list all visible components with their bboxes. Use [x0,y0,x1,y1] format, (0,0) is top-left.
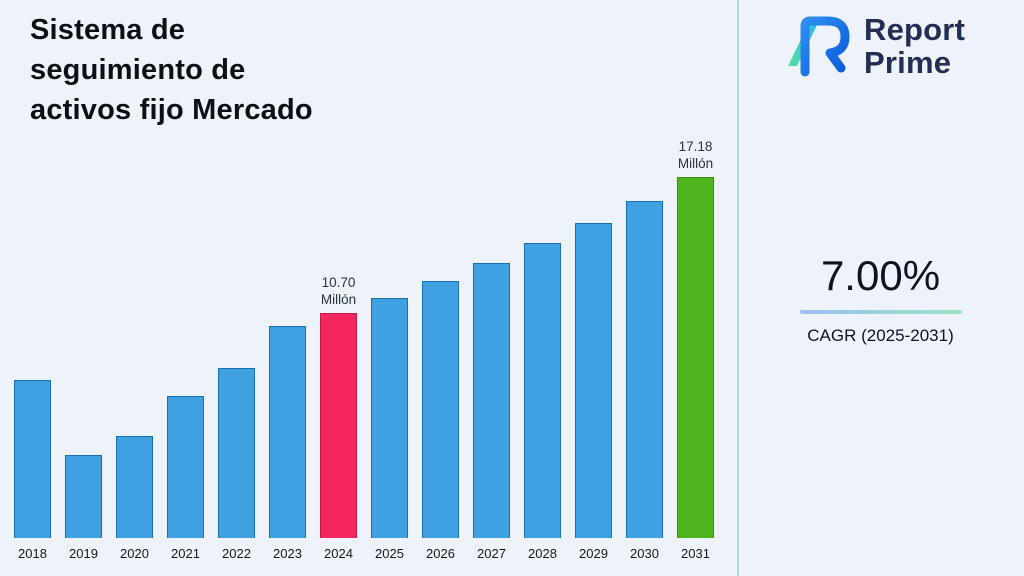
bar-2030 [626,201,663,538]
chart-title: Sistema de seguimiento de activos fijo M… [30,10,313,130]
bar-2024 [320,313,357,538]
cagr-underline [799,310,962,314]
x-axis-label: 2027 [477,546,506,561]
bar-2022 [218,368,255,538]
chart-title-line: Sistema de [30,14,186,46]
x-axis-label: 2023 [273,546,302,561]
bar-column: 2019 [65,455,102,562]
vertical-divider [737,0,739,576]
bar-column: 2023 [269,326,306,562]
bar-column: 2018 [14,380,51,562]
bar-column: 2029 [575,223,612,562]
x-axis-label: 2024 [324,546,353,561]
bar-2027 [473,263,510,538]
x-axis-label: 2020 [120,546,149,561]
x-axis-label: 2029 [579,546,608,561]
x-axis-label: 2028 [528,546,557,561]
brand-name-line: Prime [864,45,952,80]
x-axis-label: 2031 [681,546,710,561]
bar-2020 [116,436,153,538]
brand-name: Report Prime [864,11,966,80]
bar-2019 [65,455,102,538]
bar-column: 2026 [422,281,459,562]
bar-value-annotation: 17.18 Millón [677,138,714,172]
bar-column: 17.18 Millón 2031 [677,139,714,562]
bar-2021 [167,396,204,538]
brand-name-line: Report [864,11,966,47]
bar-column: 2030 [626,201,663,562]
bar-column: 2027 [473,263,510,562]
bar-2031 [677,177,714,538]
bar-2018 [14,380,51,538]
x-axis-label: 2030 [630,546,659,561]
bar-2026 [422,281,459,538]
bar-2029 [575,223,612,538]
x-axis-label: 2022 [222,546,251,561]
brand-logo: Report Prime [778,12,965,80]
bar-column: 10.70 Millón 2024 [320,275,357,562]
bar-column: 2025 [371,298,408,562]
x-axis-label: 2025 [375,546,404,561]
cagr-block: 7.00% CAGR (2025-2031) [737,252,1024,346]
bar-2023 [269,326,306,538]
bar-2028 [524,243,561,538]
bar-2025 [371,298,408,538]
x-axis-label: 2021 [171,546,200,561]
bar-value-annotation: 10.70 Millón [320,274,357,308]
bar-column: 2021 [167,396,204,562]
report-prime-logo-icon [778,12,854,80]
cagr-value: 7.00% [820,252,941,299]
chart-title-line: seguimiento de [30,54,246,87]
chart-title-line: activos fijo Mercado [30,94,313,127]
cagr-label: CAGR (2025-2031) [807,326,954,345]
bar-column: 2028 [524,243,561,562]
x-axis-label: 2018 [18,546,47,561]
bar-chart: 2018 2019 2020 2021 2022 2023 10.70 Millón 2024… [14,139,714,562]
bar-column: 2020 [116,436,153,562]
bar-column: 2022 [218,368,255,562]
x-axis-label: 2019 [69,546,98,561]
x-axis-label: 2026 [426,546,455,561]
